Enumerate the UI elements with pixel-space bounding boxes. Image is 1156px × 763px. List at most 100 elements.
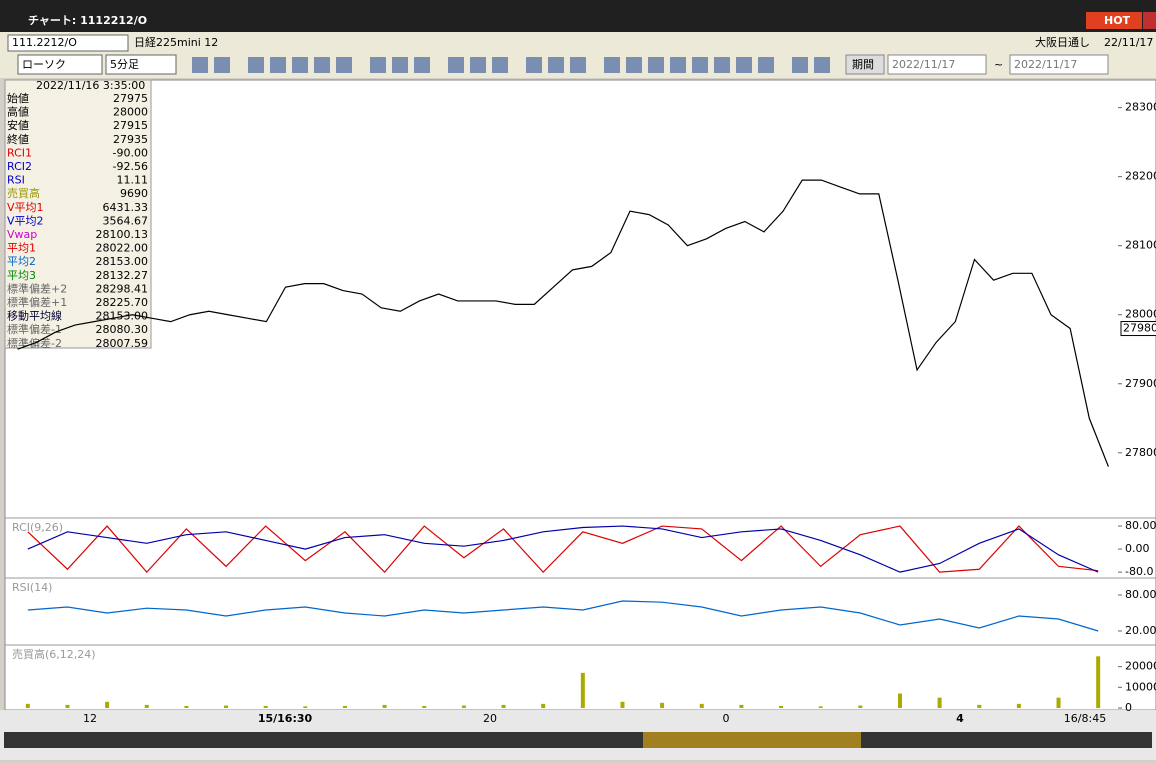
info-label: 始値 [7,91,29,105]
info-label: 平均3 [7,269,36,282]
title-bar [0,0,1156,32]
info-label: 安値 [7,118,29,132]
close-button[interactable] [1143,12,1156,29]
y-tick-label: 27900 [1125,377,1156,390]
info-value: 28022.00 [96,242,149,255]
info-value: -90.00 [113,146,148,159]
panel-title: RCI(9,26) [12,521,63,534]
tool-icons[interactable] [192,57,830,73]
from-box[interactable] [887,54,987,75]
info-value: 28080.30 [96,323,149,336]
volume-bar [501,704,506,708]
volume-bar [1016,703,1021,708]
y-tick-label: 28100 [1125,239,1156,252]
x-tick-label: 0 [723,712,730,725]
volume-bar [461,705,466,708]
style-box[interactable] [17,54,103,75]
volume-bar [620,701,625,708]
volume-bar [105,701,110,708]
volume-bar [184,705,189,708]
scrollbar[interactable] [4,732,1152,748]
line-series [17,179,1109,467]
info-value: 6431.33 [103,201,149,214]
y-tick-label: 10000 [1125,680,1156,693]
volume-bar [65,704,70,708]
tilde: ~ [994,58,1003,71]
info-label: 移動平均線 [7,309,62,323]
info-value: 28100.13 [96,228,149,241]
info-label: V平均2 [7,214,44,227]
period[interactable]: 期間 [852,58,874,71]
info-value: 28298.41 [96,282,149,295]
info-label: 標準偏差+1 [7,295,67,309]
hot-label[interactable]: HOT [1104,14,1131,27]
to-date[interactable]: 2022/11/17 [1014,58,1077,71]
period-button[interactable] [845,54,885,75]
chart-style[interactable]: ローソク [22,58,66,71]
line-series [27,600,1099,632]
interval[interactable]: 5分足 [110,58,139,71]
volume-bar [263,705,268,708]
volume-bar [382,704,387,708]
symbol-box[interactable] [7,34,129,52]
y-tick-label: 28200 [1125,170,1156,183]
volume-bar [422,705,427,708]
info-value: 9690 [120,187,148,200]
info-label: 標準偏差+2 [7,281,67,295]
volume-bar [580,672,585,708]
to-box[interactable] [1009,54,1109,75]
info-label: RCI1 [7,146,32,159]
symbol[interactable]: 111.2212/O [12,36,77,49]
info-value: -92.56 [113,160,148,173]
hot-button[interactable] [1086,12,1142,29]
panel-title: RSI(14) [12,581,52,594]
info-value: 27915 [113,119,148,132]
info-value: 28225.70 [96,296,149,309]
y-tick-label: 20.00 [1125,624,1156,637]
line-series [27,525,1099,574]
info-value: 27975 [113,92,148,105]
volume-bar [818,706,823,708]
info-label: V平均1 [7,201,44,214]
x-tick-label: 15/16:30 [258,712,313,725]
volume-bar [224,705,229,708]
info-label: RSI [7,174,25,187]
info-value: 28153.00 [96,255,149,268]
info-datetime: 2022/11/16 3:35:00 [36,79,145,92]
interval-box[interactable] [105,54,177,75]
volume-bar [699,703,704,708]
volume-bar [897,693,902,708]
y-tick-label: 28300 [1125,101,1156,114]
info-value: 28132.27 [96,269,149,282]
x-tick-label: 12 [83,712,97,725]
y-tick-label: 80.00 [1125,519,1156,532]
instrument-name: 日経225mini 12 [134,36,218,49]
volume-bar [144,704,149,708]
volume-bar [660,702,665,708]
volume-bar [1056,697,1061,708]
volume-bar [977,704,982,708]
y-tick-label: 20000 [1125,660,1156,673]
info-value: 28007.59 [96,337,149,350]
info-label: 終値 [7,132,29,146]
volume-bar [541,703,546,708]
current-price: 27980 [1123,322,1156,335]
y-tick-label: 28000 [1125,308,1156,321]
info-value: 27935 [113,133,148,146]
panel-title: 売買高(6,12,24) [12,647,96,661]
info-value: 28000 [113,106,148,119]
info-label: 平均2 [7,255,36,268]
from-date[interactable]: 2022/11/17 [892,58,955,71]
info-label: 高値 [7,105,29,119]
x-tick-label: 4 [956,712,964,725]
info-label: 売買高 [7,186,40,200]
volume-bar [739,704,744,708]
market: 大阪日通し [1035,35,1090,49]
scroll-thumb[interactable] [643,732,861,748]
price-box [1120,321,1156,337]
info-label: 標準偏差-1 [7,322,62,336]
window-title: チャート: 1112212/O [28,14,147,27]
info-label: RCI2 [7,160,32,173]
